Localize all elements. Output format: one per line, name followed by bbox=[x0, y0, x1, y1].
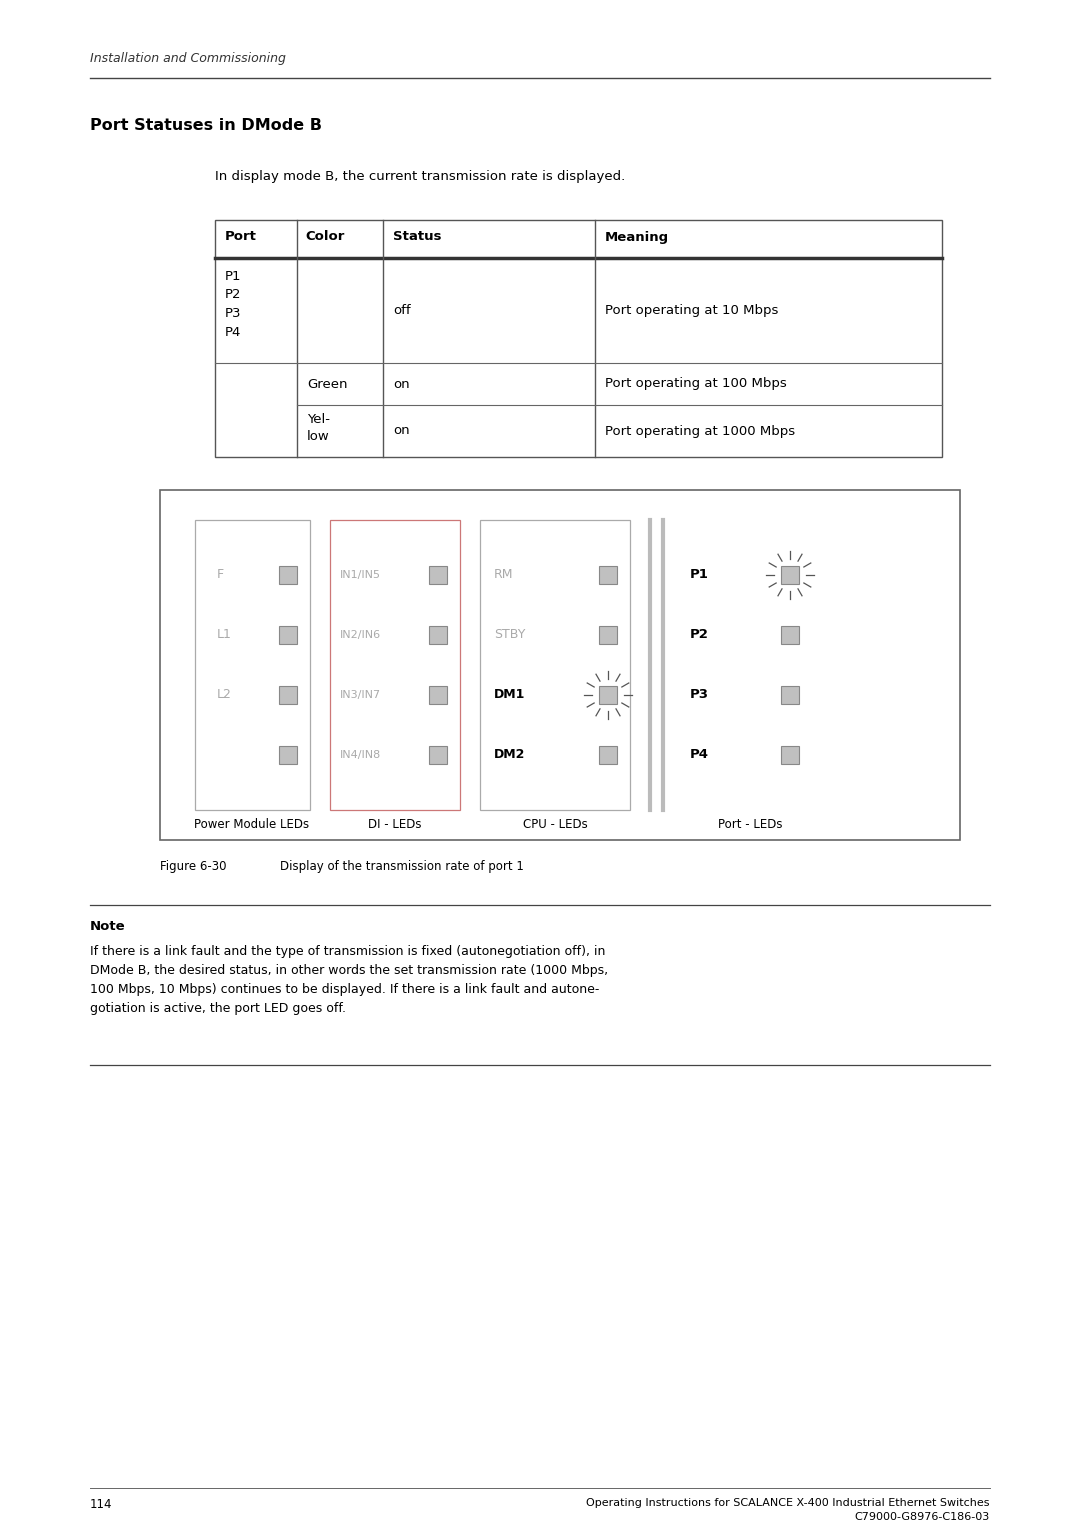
Bar bbox=[429, 565, 447, 584]
Bar bbox=[429, 626, 447, 643]
Text: CPU - LEDs: CPU - LEDs bbox=[523, 819, 588, 831]
Bar bbox=[781, 746, 799, 764]
Bar bbox=[781, 626, 799, 643]
Bar bbox=[279, 746, 297, 764]
Bar bbox=[279, 686, 297, 704]
Text: L1: L1 bbox=[217, 628, 232, 642]
Text: P2: P2 bbox=[690, 628, 708, 642]
Bar bbox=[330, 520, 460, 810]
Text: IN2/IN6: IN2/IN6 bbox=[340, 630, 381, 640]
Bar bbox=[781, 686, 799, 704]
Text: Port operating at 1000 Mbps: Port operating at 1000 Mbps bbox=[605, 425, 795, 437]
Bar bbox=[599, 746, 617, 764]
Text: Port - LEDs: Port - LEDs bbox=[718, 819, 782, 831]
Bar bbox=[429, 746, 447, 764]
Text: Display of the transmission rate of port 1: Display of the transmission rate of port… bbox=[280, 860, 524, 872]
Bar bbox=[279, 626, 297, 643]
Text: RM: RM bbox=[494, 568, 513, 582]
Text: Green: Green bbox=[307, 377, 348, 391]
Bar bbox=[599, 686, 617, 704]
Bar bbox=[160, 490, 960, 840]
Text: P3: P3 bbox=[690, 689, 708, 701]
Text: Meaning: Meaning bbox=[605, 231, 670, 243]
Text: L2: L2 bbox=[217, 689, 232, 701]
Bar bbox=[195, 520, 310, 810]
Bar bbox=[215, 220, 942, 457]
Text: DM1: DM1 bbox=[494, 689, 525, 701]
Bar bbox=[429, 686, 447, 704]
Text: STBY: STBY bbox=[494, 628, 525, 642]
Bar bbox=[279, 565, 297, 584]
Text: Status: Status bbox=[393, 231, 442, 243]
Text: on: on bbox=[393, 377, 409, 391]
Text: DI - LEDs: DI - LEDs bbox=[368, 819, 422, 831]
Text: C79000-G8976-C186-03: C79000-G8976-C186-03 bbox=[854, 1513, 990, 1522]
Text: Installation and Commissioning: Installation and Commissioning bbox=[90, 52, 286, 66]
Text: P1: P1 bbox=[690, 568, 708, 582]
Text: IN4/IN8: IN4/IN8 bbox=[340, 750, 381, 759]
Bar bbox=[781, 565, 799, 584]
Text: In display mode B, the current transmission rate is displayed.: In display mode B, the current transmiss… bbox=[215, 170, 625, 183]
Text: Port operating at 100 Mbps: Port operating at 100 Mbps bbox=[605, 377, 786, 391]
Text: DM2: DM2 bbox=[494, 749, 525, 761]
Text: Power Module LEDs: Power Module LEDs bbox=[194, 819, 310, 831]
Text: If there is a link fault and the type of transmission is fixed (autonegotiation : If there is a link fault and the type of… bbox=[90, 944, 608, 1015]
Text: Port Statuses in DMode B: Port Statuses in DMode B bbox=[90, 118, 322, 133]
Text: Port: Port bbox=[225, 231, 257, 243]
Text: Figure 6-30: Figure 6-30 bbox=[160, 860, 227, 872]
Bar bbox=[599, 565, 617, 584]
Text: Note: Note bbox=[90, 920, 125, 934]
Bar bbox=[599, 626, 617, 643]
Text: Color: Color bbox=[305, 231, 345, 243]
Text: P1
P2
P3
P4: P1 P2 P3 P4 bbox=[225, 270, 242, 339]
Text: Port operating at 10 Mbps: Port operating at 10 Mbps bbox=[605, 304, 779, 316]
Text: IN1/IN5: IN1/IN5 bbox=[340, 570, 381, 581]
Text: F: F bbox=[217, 568, 225, 582]
Text: off: off bbox=[393, 304, 410, 316]
Text: 114: 114 bbox=[90, 1497, 112, 1511]
Text: on: on bbox=[393, 425, 409, 437]
Text: Operating Instructions for SCALANCE X-400 Industrial Ethernet Switches: Operating Instructions for SCALANCE X-40… bbox=[586, 1497, 990, 1508]
Text: P4: P4 bbox=[690, 749, 708, 761]
Text: IN3/IN7: IN3/IN7 bbox=[340, 691, 381, 700]
Bar bbox=[480, 520, 630, 810]
Text: Yel-
low: Yel- low bbox=[307, 413, 330, 443]
